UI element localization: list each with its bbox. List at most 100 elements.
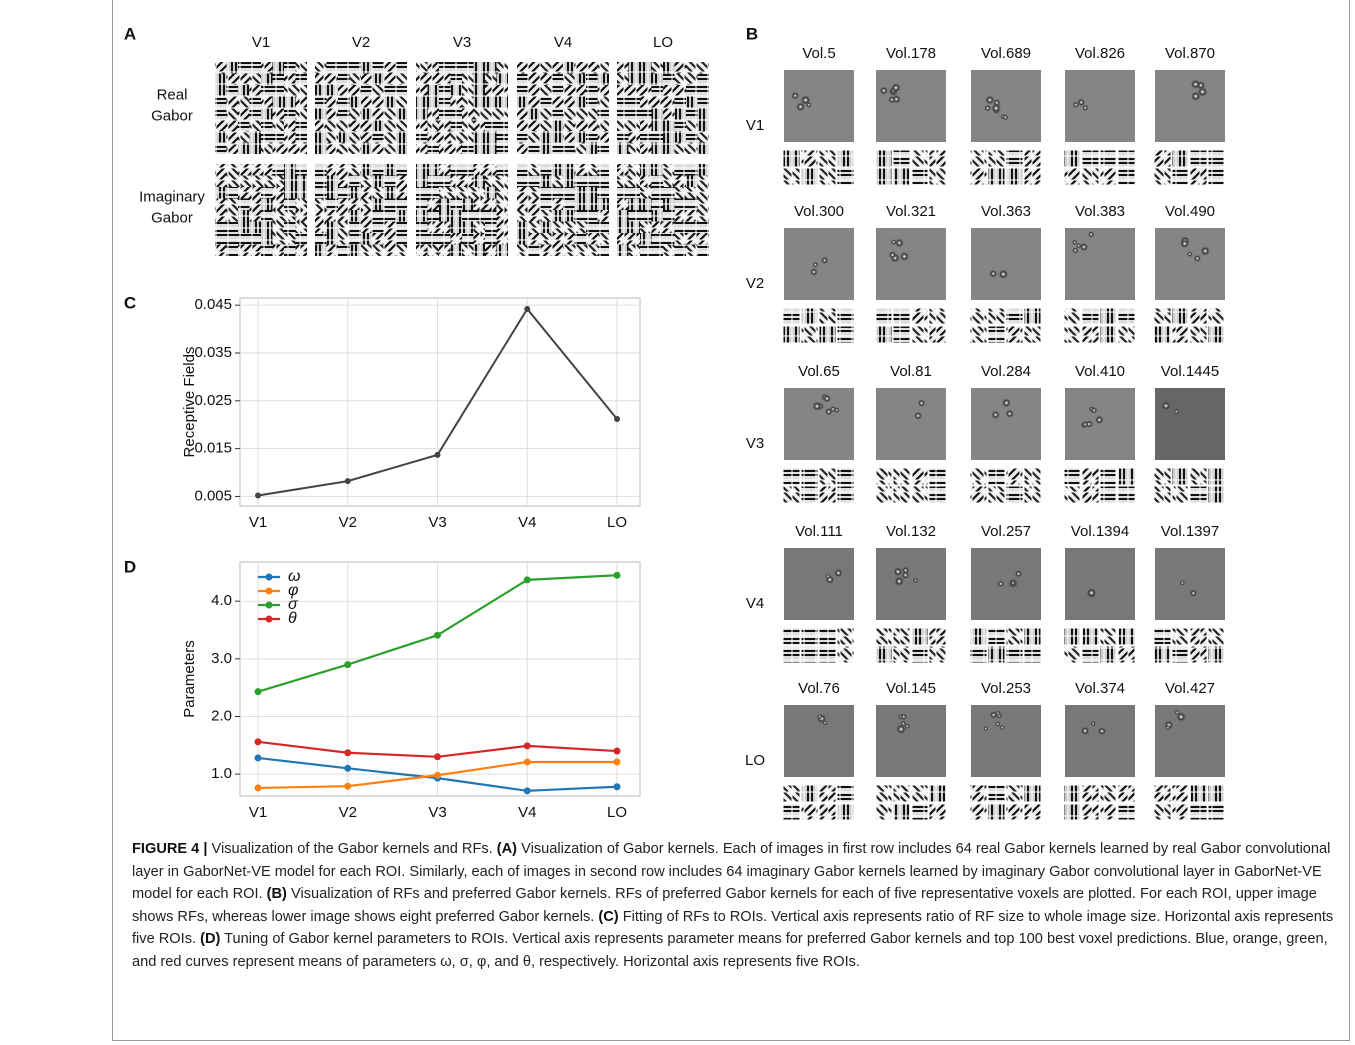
- gabor-kernel: [249, 187, 261, 199]
- gabor-kernel: [540, 233, 552, 245]
- gabor-kernel: [628, 131, 640, 143]
- gabor-kernel: [473, 131, 485, 143]
- gabor-kernel: [238, 244, 250, 256]
- volume-label: Vol.374: [1075, 680, 1125, 697]
- gabor-kernel: [674, 142, 686, 154]
- gabor-kernel: [462, 175, 474, 187]
- gabor-kernel: [450, 187, 462, 199]
- row-label: Gabor: [151, 209, 193, 226]
- gabor-kernel: [640, 62, 652, 74]
- gabor-kernel: [517, 244, 529, 256]
- gabor-kernel: [697, 131, 709, 143]
- preferred-kernel: [818, 149, 837, 168]
- gabor-kernel: [628, 119, 640, 131]
- gabor-kernel: [540, 187, 552, 199]
- gabor-kernel: [349, 73, 361, 85]
- preferred-kernel: [1023, 467, 1042, 486]
- gabor-kernel: [617, 62, 629, 74]
- gabor-kernel: [261, 119, 273, 131]
- volume-label: Vol.178: [886, 45, 936, 62]
- preferred-kernel: [1023, 645, 1042, 664]
- preferred-kernel: [892, 485, 911, 504]
- rf-image: [784, 388, 854, 460]
- gabor-kernel: [349, 164, 361, 176]
- preferred-kernel: [1005, 485, 1024, 504]
- gabor-kernel: [551, 96, 563, 108]
- preferred-kernel: [910, 467, 929, 486]
- gabor-kernel: [284, 164, 296, 176]
- gabor-kernel: [628, 175, 640, 187]
- volume-label: Vol.65: [798, 363, 840, 380]
- rf-blob: [994, 720, 1002, 728]
- gabor-kernel: [450, 175, 462, 187]
- gabor-kernel: [617, 96, 629, 108]
- column-label: V4: [554, 34, 572, 51]
- gabor-kernel: [361, 164, 373, 176]
- preferred-kernel: [836, 485, 855, 504]
- caption-text: FIGURE 4 |: [132, 841, 208, 857]
- x-tick-label: LO: [607, 804, 627, 821]
- gabor-kernel: [528, 119, 540, 131]
- rf-blob: [890, 238, 897, 246]
- gabor-kernel: [427, 210, 439, 222]
- gabor-kernel: [338, 108, 350, 120]
- gabor-kernel: [349, 233, 361, 245]
- preferred-kernel: [1081, 645, 1100, 664]
- gabor-kernel: [485, 119, 497, 131]
- gabor-kernel: [384, 175, 396, 187]
- gabor-kernel: [485, 233, 497, 245]
- preferred-kernel: [1117, 645, 1136, 664]
- gabor-kernel: [517, 131, 529, 143]
- rf-blob: [1160, 400, 1172, 411]
- gabor-kernel: [238, 187, 250, 199]
- gabor-kernel: [450, 244, 462, 256]
- preferred-kernel: [892, 307, 911, 326]
- gabor-kernel: [462, 131, 474, 143]
- gabor-kernel: [439, 85, 451, 97]
- gabor-kernel: [416, 108, 428, 120]
- data-point: [255, 492, 261, 499]
- gabor-kernel: [384, 85, 396, 97]
- volume-label: Vol.490: [1165, 203, 1215, 220]
- gabor-kernel: [361, 85, 373, 97]
- gabor-kernel: [663, 164, 675, 176]
- gabor-kernel: [226, 142, 238, 154]
- preferred-kernel: [800, 645, 819, 664]
- gabor-kernel: [528, 142, 540, 154]
- gabor-kernel: [563, 221, 575, 233]
- rf-image: [876, 228, 946, 300]
- rf-image: [1155, 388, 1225, 460]
- gabor-kernel: [686, 233, 698, 245]
- gabor-kernel: [238, 62, 250, 74]
- gabor-kernel: [674, 210, 686, 222]
- gabor-kernel: [315, 221, 327, 233]
- gabor-kernel: [326, 244, 338, 256]
- gabor-kernel: [551, 221, 563, 233]
- gabor-kernel: [540, 85, 552, 97]
- preferred-kernel: [1005, 627, 1024, 646]
- gabor-kernel: [349, 108, 361, 120]
- gabor-kernel: [586, 85, 598, 97]
- preferred-kernel: [782, 167, 801, 186]
- gabor-kernel: [261, 175, 273, 187]
- gabor-kernel: [674, 187, 686, 199]
- preferred-kernel: [987, 784, 1006, 803]
- gabor-kernel: [651, 96, 663, 108]
- gabor-kernel: [272, 175, 284, 187]
- gabor-kernel: [597, 131, 609, 143]
- gabor-kernel: [663, 62, 675, 74]
- preferred-kernel: [910, 325, 929, 344]
- legend-marker: [265, 615, 273, 623]
- rf-blob: [816, 713, 823, 720]
- preferred-kernel: [1171, 149, 1190, 168]
- gabor-kernel: [528, 85, 540, 97]
- gabor-kernel: [617, 164, 629, 176]
- gabor-kernel: [361, 96, 373, 108]
- rf-blob: [1164, 724, 1171, 731]
- gabor-kernel: [450, 73, 462, 85]
- volume-label: Vol.300: [794, 203, 844, 220]
- gabor-kernel: [284, 187, 296, 199]
- gabor-kernel: [586, 233, 598, 245]
- gabor-kernel: [473, 85, 485, 97]
- gabor-kernel: [284, 85, 296, 97]
